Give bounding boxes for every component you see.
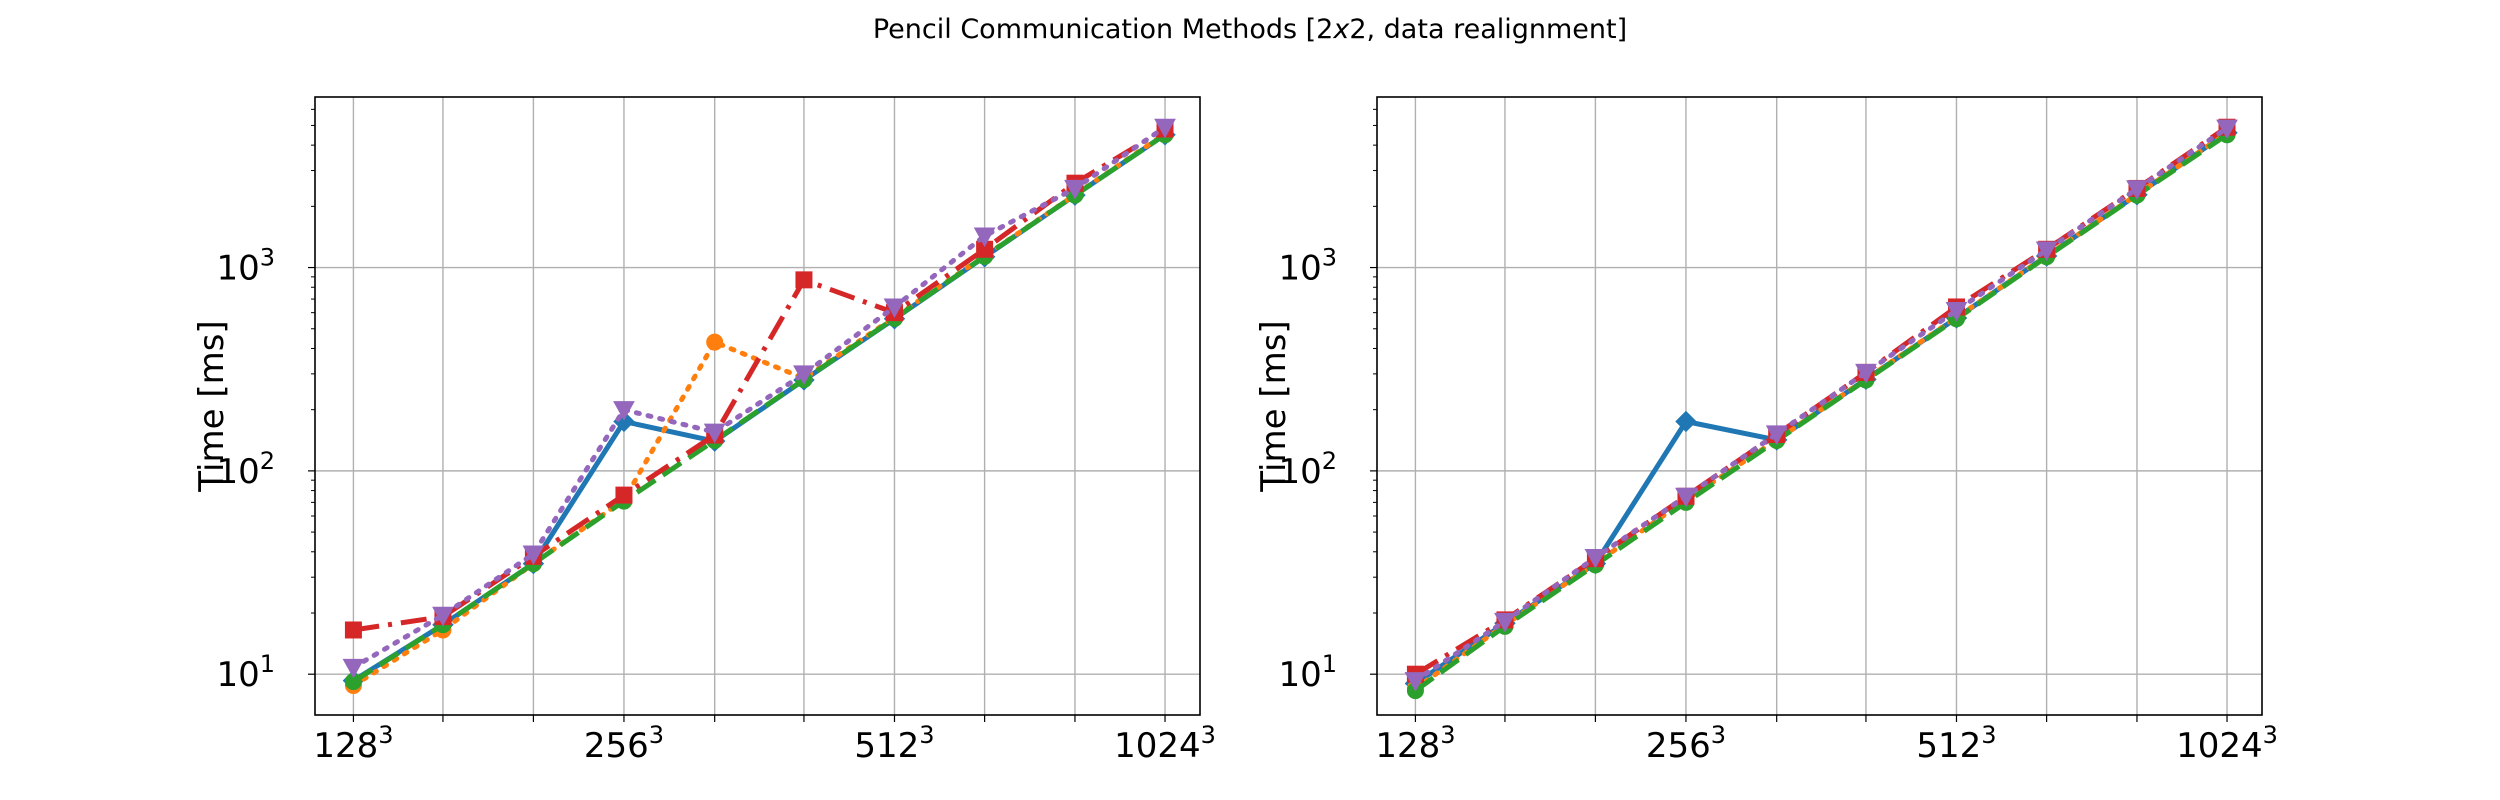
data-point xyxy=(342,658,365,679)
y-tick-label: 103 xyxy=(1278,244,1337,289)
y-tick-label: 103 xyxy=(216,244,275,289)
grid xyxy=(308,97,1200,722)
series-line xyxy=(352,132,1167,684)
plot-right: 1283 2563 5123 10243 101 102 103 Time [ms] xyxy=(1254,96,2278,766)
data-point xyxy=(1855,363,1877,384)
y-tick-label: 102 xyxy=(216,447,275,492)
data-point xyxy=(613,401,635,421)
y-tick-label: 101 xyxy=(216,650,275,695)
data-point xyxy=(1154,118,1176,139)
data-point xyxy=(706,333,724,351)
series-line xyxy=(350,124,1168,670)
x-tick-label: 5123 xyxy=(854,721,934,766)
series-5 xyxy=(342,118,1176,679)
data-point xyxy=(615,486,633,504)
x-tick-label: 1283 xyxy=(1375,721,1455,766)
x-tick-label: 5123 xyxy=(1916,721,1996,766)
data-point xyxy=(432,606,454,627)
x-tick-label: 10243 xyxy=(1114,721,1216,766)
data-point xyxy=(1945,301,1968,322)
y-tick-label: 101 xyxy=(1278,650,1337,695)
x-tick-label: 2563 xyxy=(584,721,664,766)
axes-frame xyxy=(1376,96,2263,716)
series-4 xyxy=(344,120,1174,639)
y-axis-label: Time [ms] xyxy=(192,320,232,492)
x-tick-label: 2563 xyxy=(1646,721,1726,766)
series-5 xyxy=(1404,119,2238,692)
data-point xyxy=(973,227,996,248)
data-point xyxy=(1584,548,1607,569)
data-point xyxy=(1675,487,1697,508)
figure-title: Pencil Communication Methods [2x2, data … xyxy=(873,14,1627,45)
data-point xyxy=(1404,672,1427,692)
data-point xyxy=(883,298,906,318)
y-axis-label: Time [ms] xyxy=(1254,320,1294,492)
data-point xyxy=(344,621,362,639)
series-line xyxy=(1412,125,2230,684)
series-line xyxy=(1413,132,2229,693)
plot-left: 1283 2563 5123 10243 101 102 103 Time [ms] xyxy=(192,96,1216,766)
data-point xyxy=(1494,612,1516,633)
data-point xyxy=(795,271,813,289)
y-tick-label: 102 xyxy=(1278,447,1337,492)
data-point xyxy=(1064,179,1086,200)
series-line xyxy=(352,132,1167,683)
plots-group: 1283 2563 5123 10243 101 102 103 Time [ms] 1283 2… xyxy=(192,96,2278,766)
data-point xyxy=(2216,119,2238,140)
data-point xyxy=(2126,180,2148,200)
data-point xyxy=(522,545,545,566)
axes-frame xyxy=(314,96,1201,716)
data-point xyxy=(1765,425,1788,445)
data-point xyxy=(1675,410,1697,433)
x-tick-label: 10243 xyxy=(2176,721,2278,766)
data-point xyxy=(703,423,726,444)
x-tick-label: 1283 xyxy=(313,721,393,766)
data-point xyxy=(793,365,815,385)
data-point xyxy=(2035,241,2058,262)
